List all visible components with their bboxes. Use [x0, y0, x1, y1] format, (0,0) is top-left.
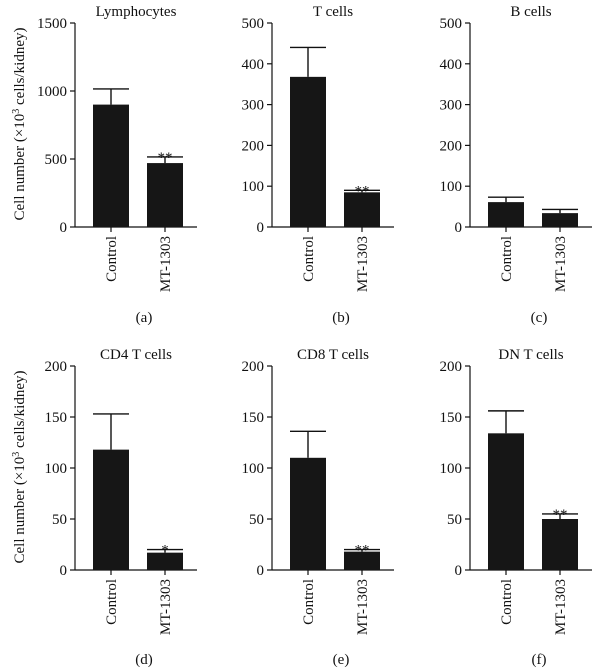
chart-panel-2: 0 100 200 300 400 500 T cells Control ** MT-1303 (…	[242, 4, 394, 326]
y-tick-label: 150	[242, 410, 265, 426]
chart-panel-6: 0 50 100 150 200 DN T cells Control ** MT-1303 (f…	[440, 347, 592, 668]
y-tick-label: 500	[440, 16, 463, 32]
x-category-label: MT-1303	[553, 236, 569, 292]
y-tick-label: 300	[440, 98, 463, 114]
chart-title: Lymphocytes	[96, 4, 177, 20]
chart-title: B cells	[510, 4, 551, 20]
x-category-label: Control	[499, 579, 515, 625]
y-tick-label: 100	[440, 461, 463, 477]
x-category-label: Control	[104, 236, 120, 282]
y-tick-label: 200	[440, 138, 463, 154]
y-tick-label: 1500	[37, 16, 67, 32]
y-tick-label: 50	[447, 512, 462, 528]
chart-title: DN T cells	[498, 347, 563, 363]
x-category-label: Control	[301, 579, 317, 625]
y-tick-label: 0	[257, 220, 265, 236]
y-tick-label: 200	[440, 359, 463, 375]
significance-mark: *	[161, 543, 169, 559]
y-tick-label: 200	[242, 138, 265, 154]
significance-mark: **	[355, 183, 370, 199]
x-category-label: Control	[301, 236, 317, 282]
panel-label: (b)	[332, 310, 350, 326]
bar-control	[488, 202, 524, 227]
y-tick-label: 500	[242, 16, 265, 32]
panel-label: (c)	[531, 310, 548, 326]
y-tick-label: 300	[242, 98, 265, 114]
y-tick-label: 100	[45, 461, 68, 477]
chart-title: CD8 T cells	[297, 347, 369, 363]
y-tick-label: 0	[455, 563, 463, 579]
bar-mt-1303	[147, 552, 183, 570]
y-tick-label: 100	[242, 461, 265, 477]
x-category-label: MT-1303	[355, 579, 371, 635]
chart-panel-4: 0 50 100 150 200 CD4 T cells Control * MT-1303 (d…	[45, 347, 197, 668]
bar-mt-1303	[344, 551, 380, 570]
significance-mark: **	[158, 150, 173, 166]
chart-panels: 050010001500LymphocytesControl**MT-1303(…	[37, 4, 592, 668]
chart-panel-3: 0 100 200 300 400 500 B cells Control MT-1303 (c)	[440, 4, 592, 326]
x-category-label: MT-1303	[355, 236, 371, 292]
y-tick-label: 500	[45, 152, 68, 168]
y-tick-label: 150	[45, 410, 68, 426]
chart-panel-1: 0 500 1000 1500 Lymphocytes Control ** MT-1303 (…	[37, 4, 197, 326]
y-tick-label: 100	[242, 179, 265, 195]
panel-label: (e)	[333, 652, 350, 668]
y-tick-label: 1000	[37, 84, 67, 100]
y-axis-label-bottom: Cell number (×103 cells/kidney)	[11, 370, 29, 563]
x-category-label: MT-1303	[158, 236, 174, 292]
chart-title: T cells	[313, 4, 353, 20]
x-category-label: Control	[499, 236, 515, 282]
bar-mt-1303	[542, 519, 578, 570]
bar-mt-1303	[147, 163, 183, 227]
y-tick-label: 0	[60, 220, 68, 236]
bar-control	[488, 433, 524, 570]
y-tick-label: 50	[52, 512, 67, 528]
bar-control	[290, 457, 326, 570]
x-category-label: MT-1303	[553, 579, 569, 635]
significance-mark: **	[355, 543, 370, 559]
chart-panel-5: 0 50 100 150 200 CD8 T cells Control ** MT-1303 (…	[242, 347, 394, 668]
panel-label: (d)	[135, 652, 153, 668]
y-tick-label: 0	[60, 563, 68, 579]
bar-control	[93, 449, 129, 570]
y-tick-label: 400	[440, 57, 463, 73]
panel-label: (a)	[136, 310, 153, 326]
x-category-label: Control	[104, 579, 120, 625]
y-tick-label: 400	[242, 57, 265, 73]
y-axis-label-top: Cell number (×103 cells/kidney)	[11, 27, 29, 220]
y-tick-label: 50	[249, 512, 264, 528]
y-tick-label: 0	[455, 220, 463, 236]
bar-mt-1303	[344, 192, 380, 227]
bar-control	[290, 76, 326, 227]
y-tick-label: 200	[242, 359, 265, 375]
y-tick-label: 200	[45, 359, 68, 375]
y-tick-label: 0	[257, 563, 265, 579]
bar-mt-1303	[542, 213, 578, 227]
bar-control	[93, 104, 129, 227]
significance-mark: **	[553, 507, 568, 523]
chart-title: CD4 T cells	[100, 347, 172, 363]
panel-label: (f)	[532, 652, 547, 668]
y-tick-label: 100	[440, 179, 463, 195]
y-tick-label: 150	[440, 410, 463, 426]
x-category-label: MT-1303	[158, 579, 174, 635]
